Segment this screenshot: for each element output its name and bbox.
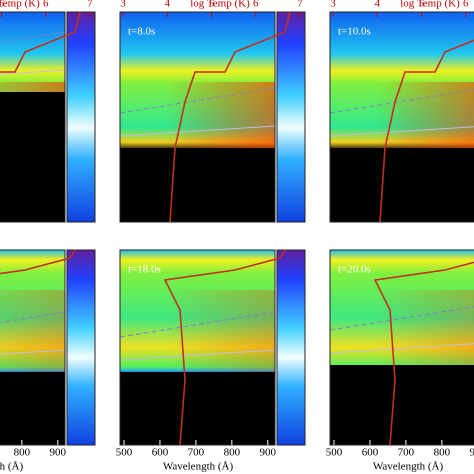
opaque-region (330, 148, 474, 222)
tau-line (0, 349, 66, 355)
top-tick-label: 5 (209, 0, 215, 10)
top-tick-label: 3 (330, 0, 336, 10)
tau-line (329, 89, 474, 114)
x-axis-label: Wavelength (Å) (163, 461, 234, 473)
tau-line (0, 69, 66, 75)
panel: t=18.0s 500 600 700 800 900 Wavelength (Å) (116, 249, 306, 473)
opaque-region (0, 372, 65, 445)
time-label: t=8.0s (128, 26, 155, 38)
intensity-strip (67, 250, 95, 445)
top-axis-label: log Temp (K) (0, 0, 40, 10)
x-tick-label: 500 (116, 447, 133, 459)
temperature-profile (379, 39, 474, 223)
x-tick-label: 600 (362, 447, 379, 459)
heat-glow (330, 82, 474, 148)
x-tick-label: 800 (434, 447, 451, 459)
top-tick-label: 3 (120, 0, 126, 10)
tau-line (119, 87, 276, 114)
tau-line (329, 126, 474, 137)
tau-line (329, 343, 474, 354)
temperature-profile (0, 249, 76, 275)
top-tick-label: 5 (419, 0, 425, 10)
frame (66, 249, 96, 446)
temperature-profile (0, 11, 81, 73)
temperature-profile (373, 261, 474, 446)
tau-line (119, 349, 276, 361)
x-tick-label: 900 (470, 447, 474, 459)
top-tick-label: 6 (43, 0, 49, 10)
top-axis-label: log Temp (K) (400, 0, 460, 10)
top-tick-label: 5 (0, 0, 5, 10)
x-tick-label: 700 (398, 447, 415, 459)
heat-glow (0, 82, 65, 92)
heat-glow (0, 290, 65, 372)
x-tick-label: 800 (14, 447, 31, 459)
tau-line (119, 125, 276, 137)
frame (0, 11, 66, 223)
opaque-region (0, 92, 65, 222)
x-tick-label: 900 (260, 447, 277, 459)
panel: t=8.0s 3 4 5 6 7 log Temp (K) (119, 0, 306, 223)
top-tick-label: 6 (253, 0, 259, 10)
intensity-strip (277, 250, 305, 445)
frame (276, 249, 306, 446)
heat-glow (120, 290, 275, 372)
tau-line (329, 306, 474, 331)
top-tick-label: 7 (87, 0, 93, 10)
temperature-profile (163, 249, 286, 446)
tau-line (0, 31, 66, 43)
top-tick-label: 4 (375, 0, 381, 10)
tau-line (119, 311, 276, 338)
intensity-strip (277, 12, 305, 222)
opaque-region (120, 372, 275, 445)
temperature-profile (169, 11, 291, 223)
top-tick-label: 7 (297, 0, 303, 10)
intensity-strip (67, 12, 95, 222)
time-label: t=18.0s (128, 264, 161, 276)
opaque-region (330, 365, 474, 445)
top-axis-label: log Temp (K) (190, 0, 250, 10)
frame (119, 249, 276, 446)
frame (119, 11, 276, 223)
opaque-region (120, 148, 275, 222)
frame (329, 11, 474, 223)
heat-glow (330, 290, 474, 365)
x-tick-label: 500 (326, 447, 343, 459)
panel: t=20.0s 500 600 700 800 900 Wavelength (Å) (326, 249, 474, 473)
frame (276, 11, 306, 223)
x-axis-label: Wavelength (Å) (373, 461, 444, 473)
tau-line (0, 311, 66, 323)
x-tick-label: 600 (152, 447, 169, 459)
frame (0, 249, 66, 446)
x-tick-label: 700 (188, 447, 205, 459)
frame (329, 249, 474, 446)
frame (66, 11, 96, 223)
x-tick-label: 900 (50, 447, 67, 459)
top-tick-label: 4 (165, 0, 171, 10)
time-label: t=20.0s (338, 264, 371, 276)
heat-glow (120, 82, 275, 148)
x-tick-label: 800 (224, 447, 241, 459)
x-axis-label: Wavelength (Å) (0, 461, 23, 473)
time-label: t=10.0s (338, 26, 371, 38)
top-tick-label: 6 (463, 0, 469, 10)
